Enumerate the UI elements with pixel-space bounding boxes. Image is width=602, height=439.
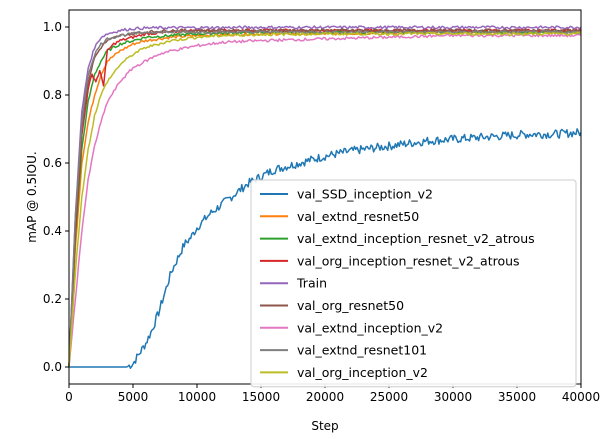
x-tick-label: 0: [65, 390, 73, 404]
x-tick-label: 10000: [178, 390, 216, 404]
y-tick-label: 0.2: [43, 292, 62, 306]
legend-box: [250, 179, 577, 388]
x-tick-label: 35000: [498, 390, 536, 404]
series-line: [69, 128, 582, 369]
series-line: [68, 25, 582, 368]
y-tick-label: 0.0: [43, 360, 62, 374]
legend-label: Train: [296, 276, 327, 291]
y-tick-label: 0.6: [43, 156, 62, 170]
x-axis-label: Step: [311, 419, 338, 433]
series-line: [68, 31, 582, 368]
legend-label: val_extnd_inception_v2: [297, 320, 443, 335]
legend-label: val_SSD_inception_v2: [297, 187, 433, 202]
legend: val_SSD_inception_v2 val_extnd_resnet50va…: [250, 179, 577, 388]
x-tick-label: 15000: [242, 390, 280, 404]
x-tick-label: 40000: [562, 390, 600, 404]
series-line: [68, 28, 582, 368]
x-tick-label: 5000: [118, 390, 149, 404]
series-layer: [68, 25, 582, 369]
legend-label: val_extnd_inception_resnet_v2_atrous: [297, 231, 535, 246]
x-tick-label: 30000: [434, 390, 472, 404]
x-tick-label: 25000: [370, 390, 408, 404]
series-line: [68, 33, 582, 368]
y-axis-label: mAP @ 0.5IOU.: [25, 151, 39, 242]
x-tick-label: 20000: [306, 390, 344, 404]
legend-label: val_org_inception_resnet_v2_atrous: [297, 253, 520, 268]
y-axis-ticks: 0.0 0.2 0.4 0.6 0.8 1.0: [43, 20, 69, 374]
y-tick-label: 0.8: [43, 88, 62, 102]
legend-label: val_org_inception_v2: [297, 365, 428, 380]
y-tick-label: 1.0: [43, 20, 62, 34]
legend-label: val_extnd_resnet101: [297, 343, 427, 358]
legend-label: val_extnd_resnet50: [297, 209, 419, 224]
y-tick-label: 0.4: [43, 224, 62, 238]
legend-label: val_org_resnet50: [297, 298, 404, 313]
